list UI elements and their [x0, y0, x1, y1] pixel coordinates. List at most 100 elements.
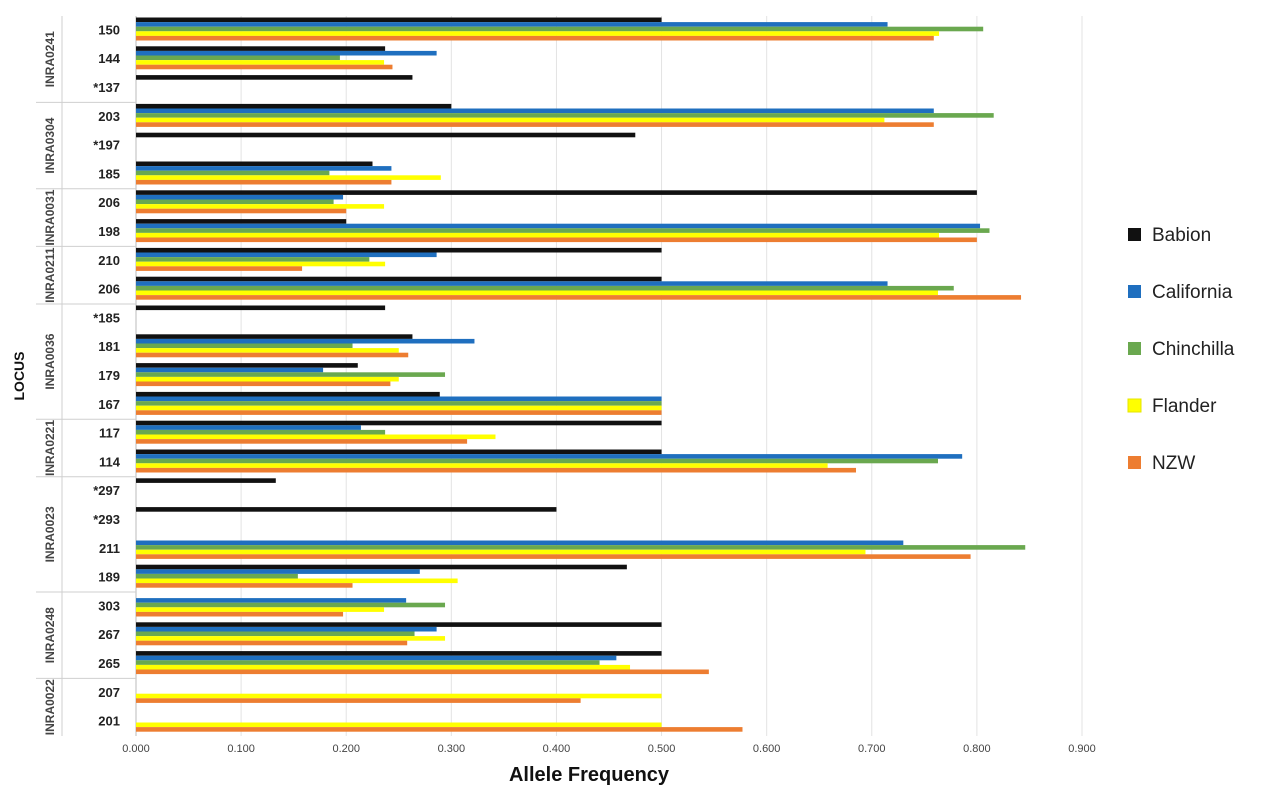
bar-nzw: [136, 35, 934, 41]
locus-label: INRA0023: [43, 506, 57, 562]
bar-nzw: [136, 179, 392, 185]
bar-flander: [136, 204, 385, 209]
legend-label-flander: Flander: [1152, 396, 1217, 417]
bar-chinchilla: [136, 660, 600, 665]
bar-chinchilla: [136, 631, 415, 637]
bar-babion: [136, 420, 662, 426]
bar-babion: [136, 190, 977, 195]
locus-label: INRA0022: [43, 679, 57, 735]
locus-label: INRA0221: [43, 420, 57, 476]
bar-chinchilla: [136, 170, 330, 176]
allele-label: *185: [93, 310, 120, 325]
bar-flander: [136, 434, 496, 440]
allele-label: 117: [99, 426, 120, 441]
bar-babion: [136, 564, 627, 570]
bar-flander: [136, 376, 399, 382]
bar-babion: [136, 247, 662, 253]
locus-label: INRA0241: [43, 31, 57, 87]
bar-chinchilla: [136, 285, 954, 291]
x-tick-label: 0.800: [963, 743, 991, 755]
bar-california: [136, 425, 361, 430]
x-tick-label: 0.300: [438, 743, 466, 755]
bar-nzw: [136, 64, 393, 70]
allele-label: *293: [93, 512, 120, 527]
bar-flander: [136, 348, 399, 353]
bar-california: [136, 223, 981, 229]
allele-label: 167: [98, 397, 120, 412]
bar-california: [136, 396, 662, 402]
bar-nzw: [136, 467, 857, 473]
allele-label: 198: [98, 224, 120, 239]
bar-california: [136, 108, 934, 114]
bar-california: [136, 194, 344, 200]
bar-babion: [136, 449, 662, 455]
bar-nzw: [136, 381, 391, 387]
bar-babion: [136, 363, 358, 368]
bar-flander: [136, 549, 866, 555]
locus-label: INRA0248: [43, 607, 57, 663]
x-tick-label: 0.500: [648, 743, 676, 755]
bar-babion: [136, 75, 413, 80]
bar-flander: [136, 463, 828, 468]
locus-label: INRA0031: [43, 189, 57, 245]
x-tick-label: 0.600: [753, 743, 781, 755]
bar-california: [136, 22, 888, 27]
legend-label-chinchilla: Chinchilla: [1152, 339, 1235, 360]
bar-babion: [136, 507, 557, 512]
bar-chinchilla: [136, 26, 984, 32]
bar-nzw: [136, 439, 468, 444]
bar-flander: [136, 175, 441, 180]
bar-nzw: [136, 352, 409, 358]
allele-label: 211: [99, 541, 120, 556]
bar-babion: [136, 103, 452, 109]
bar-babion: [136, 622, 662, 627]
allele-label: 207: [98, 685, 120, 700]
bar-chinchilla: [136, 228, 990, 233]
bar-california: [136, 569, 420, 574]
x-tick-label: 0.100: [227, 743, 255, 755]
bar-california: [136, 367, 324, 373]
bar-california: [136, 252, 437, 258]
bar-california: [136, 598, 407, 603]
bar-chinchilla: [136, 458, 938, 464]
x-tick-label: 0.900: [1068, 743, 1096, 755]
allele-label: 185: [98, 166, 120, 181]
allele-label: 189: [98, 570, 120, 585]
bar-chinchilla: [136, 257, 370, 262]
allele-label: 201: [98, 714, 120, 729]
allele-label: 181: [98, 339, 120, 354]
allele-label: 203: [98, 109, 120, 124]
allele-label: 150: [98, 22, 120, 37]
bar-flander: [136, 722, 662, 728]
bar-flander: [136, 31, 940, 36]
x-tick-label: 0.700: [858, 743, 886, 755]
bar-flander: [136, 405, 662, 411]
bar-nzw: [136, 295, 1022, 300]
bar-flander: [136, 261, 386, 267]
bar-chinchilla: [136, 113, 994, 118]
bar-nzw: [136, 554, 971, 559]
bar-babion: [136, 478, 276, 483]
allele-label: *197: [93, 138, 120, 153]
bar-flander: [136, 60, 385, 65]
bar-nzw: [136, 208, 347, 214]
bar-babion: [136, 17, 662, 23]
allele-label: 179: [98, 368, 120, 383]
allele-label: 210: [98, 253, 120, 268]
legend-swatch-california: [1128, 285, 1141, 298]
bar-babion: [136, 334, 413, 339]
legend-label-california: California: [1152, 282, 1233, 303]
x-tick-label: 0.000: [122, 743, 150, 755]
bar-chinchilla: [136, 573, 298, 579]
bar-chinchilla: [136, 343, 353, 349]
bar-flander: [136, 232, 940, 238]
bar-chinchilla: [136, 372, 446, 377]
x-axis-title: Allele Frequency: [509, 764, 670, 786]
bar-flander: [136, 636, 446, 641]
bar-babion: [136, 219, 347, 224]
bar-babion: [136, 46, 386, 51]
bar-babion: [136, 391, 440, 397]
bar-flander: [136, 664, 631, 670]
legend-swatch-nzw: [1128, 456, 1141, 469]
bar-california: [136, 281, 888, 286]
